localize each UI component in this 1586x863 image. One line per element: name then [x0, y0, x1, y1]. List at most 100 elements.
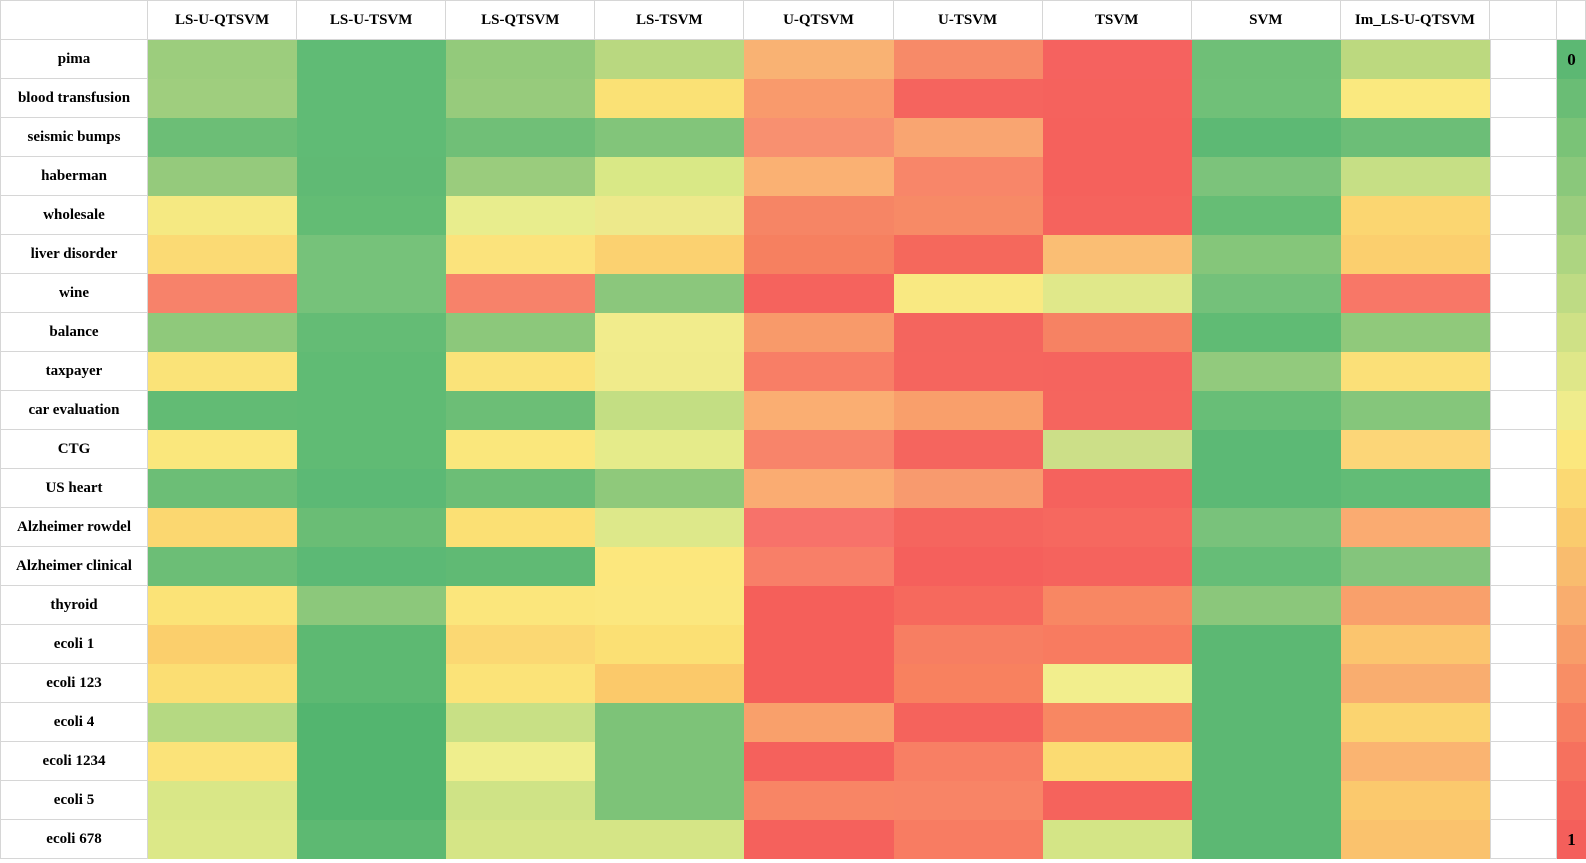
- heatmap-cell: [893, 703, 1043, 742]
- heatmap-cell: [1340, 508, 1490, 547]
- heatmap-cell: [148, 469, 298, 508]
- heatmap-cell: [297, 625, 447, 664]
- heatmap-cell: [148, 313, 298, 352]
- heatmap-cell: [297, 235, 447, 274]
- row-label-wine: wine: [0, 274, 148, 313]
- heatmap-cell: [1191, 235, 1341, 274]
- row-label-us-heart: US heart: [0, 469, 148, 508]
- heatmap-cell: [1042, 313, 1192, 352]
- heatmap-cell: [1340, 313, 1490, 352]
- heatmap-cell: [1191, 508, 1341, 547]
- spacer-cell: [1490, 391, 1557, 430]
- heatmap-cell: [297, 157, 447, 196]
- heatmap-cell: [446, 196, 596, 235]
- heatmap-cell: [297, 274, 447, 313]
- heatmap-cell: [893, 40, 1043, 79]
- heatmap-cell: [148, 781, 298, 820]
- colorbar-header-cell: [1557, 0, 1586, 40]
- heatmap-cell: [893, 313, 1043, 352]
- heatmap-cell: [1042, 664, 1192, 703]
- heatmap-cell: [1191, 820, 1341, 859]
- heatmap-cell: [1191, 274, 1341, 313]
- heatmap-cell: [1191, 40, 1341, 79]
- row-label-car-evaluation: car evaluation: [0, 391, 148, 430]
- heatmap-cell: [1191, 118, 1341, 157]
- heatmap-cell: [148, 625, 298, 664]
- colorbar-segment: [1557, 547, 1586, 586]
- spacer-cell: [1490, 742, 1557, 781]
- heatmap-cell: [1191, 742, 1341, 781]
- heatmap-cell: [893, 469, 1043, 508]
- heatmap-cell: [1042, 508, 1192, 547]
- heatmap-cell: [148, 118, 298, 157]
- heatmap-cell: [1191, 664, 1341, 703]
- heatmap-cell: [595, 391, 745, 430]
- spacer-cell: [1490, 274, 1557, 313]
- heatmap-cell: [148, 391, 298, 430]
- heatmap-cell: [744, 157, 894, 196]
- heatmap-cell: [446, 235, 596, 274]
- column-header-im-ls-u-qtsvm: Im_LS-U-QTSVM: [1340, 0, 1490, 40]
- spacer-cell: [1490, 664, 1557, 703]
- heatmap-cell: [446, 469, 596, 508]
- spacer-cell: [1490, 703, 1557, 742]
- row-label-blood-transfusion: blood transfusion: [0, 79, 148, 118]
- row-label-haberman: haberman: [0, 157, 148, 196]
- colorbar-segment: [1557, 274, 1586, 313]
- heatmap-cell: [744, 274, 894, 313]
- heatmap-cell: [893, 664, 1043, 703]
- heatmap-cell: [446, 547, 596, 586]
- heatmap-cell: [595, 235, 745, 274]
- heatmap-cell: [1042, 118, 1192, 157]
- column-header-ls-tsvm: LS-TSVM: [595, 0, 745, 40]
- heatmap-cell: [148, 274, 298, 313]
- heatmap-cell: [1042, 40, 1192, 79]
- row-label-ecoli-1234: ecoli 1234: [0, 742, 148, 781]
- heatmap-cell: [297, 820, 447, 859]
- heatmap-cell: [148, 820, 298, 859]
- corner-cell: [0, 0, 148, 40]
- heatmap-cell: [893, 625, 1043, 664]
- colorbar-segment: [1557, 742, 1586, 781]
- heatmap-cell: [595, 118, 745, 157]
- heatmap-cell: [744, 547, 894, 586]
- heatmap-cell: [744, 430, 894, 469]
- heatmap-cell: [1340, 196, 1490, 235]
- heatmap-cell: [744, 469, 894, 508]
- spacer-cell: [1490, 79, 1557, 118]
- spacer-cell: [1490, 40, 1557, 79]
- row-label-ctg: CTG: [0, 430, 148, 469]
- colorbar-segment: [1557, 157, 1586, 196]
- heatmap-cell: [595, 625, 745, 664]
- row-label-ecoli-5: ecoli 5: [0, 781, 148, 820]
- heatmap-cell: [446, 586, 596, 625]
- heatmap-cell: [893, 586, 1043, 625]
- row-label-ecoli-4: ecoli 4: [0, 703, 148, 742]
- heatmap-cell: [595, 781, 745, 820]
- heatmap-cell: [297, 79, 447, 118]
- heatmap-cell: [1340, 430, 1490, 469]
- heatmap-cell: [744, 742, 894, 781]
- column-header-tsvm: TSVM: [1042, 0, 1192, 40]
- heatmap-cell: [893, 79, 1043, 118]
- row-label-ecoli-678: ecoli 678: [0, 820, 148, 859]
- heatmap-cell: [595, 586, 745, 625]
- heatmap-cell: [1042, 79, 1192, 118]
- heatmap-cell: [1340, 391, 1490, 430]
- column-header-u-tsvm: U-TSVM: [893, 0, 1043, 40]
- spacer-cell: [1490, 430, 1557, 469]
- spacer-cell: [1490, 586, 1557, 625]
- heatmap-cell: [744, 508, 894, 547]
- heatmap-cell: [595, 742, 745, 781]
- colorbar-segment: [1557, 469, 1586, 508]
- colorbar-tick-max: 1: [1557, 820, 1586, 859]
- spacer-cell: [1490, 781, 1557, 820]
- colorbar-segment: [1557, 430, 1586, 469]
- heatmap-cell: [744, 196, 894, 235]
- spacer-cell: [1490, 547, 1557, 586]
- heatmap-cell: [297, 547, 447, 586]
- row-label-wholesale: wholesale: [0, 196, 148, 235]
- heatmap-cell: [148, 508, 298, 547]
- heatmap-cell: [446, 625, 596, 664]
- heatmap-cell: [744, 703, 894, 742]
